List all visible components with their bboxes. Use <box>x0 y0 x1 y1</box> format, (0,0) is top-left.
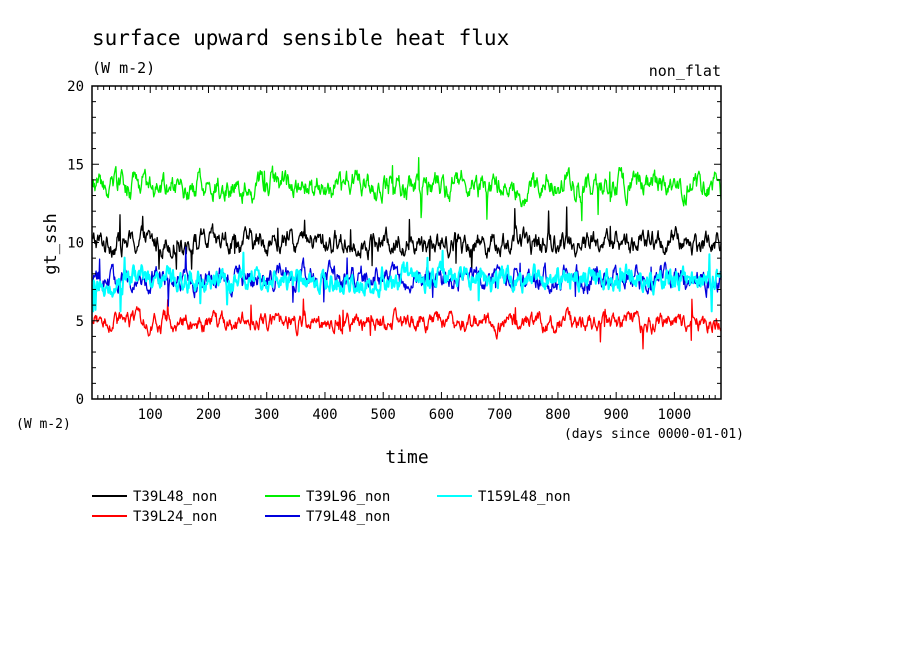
y-tick-label: 0 <box>76 392 84 408</box>
x-tick-label: 400 <box>312 407 337 423</box>
x-axis-label: time <box>385 447 428 468</box>
y-axis-label: gt_ssh <box>41 213 61 274</box>
x-tick-label: 900 <box>604 407 629 423</box>
y-tick-label: 10 <box>67 236 84 252</box>
legend-label: T39L24_non <box>133 509 217 525</box>
series-line-T39L96_non <box>91 157 722 222</box>
legend-label: T39L48_non <box>133 489 217 505</box>
x-axis-units: (days since 0000-01-01) <box>564 427 744 442</box>
legend-label: T159L48_non <box>478 489 571 505</box>
series-line-T39L48_non <box>91 206 722 270</box>
x-tick-label: 200 <box>196 407 221 423</box>
legend: T39L48_non T39L24_non T39L96_non T79L48_non… <box>92 489 571 525</box>
series-line-T39L24_non <box>91 298 722 350</box>
x-axis: 100 200 300 400 500 600 700 800 900 1000 <box>97 86 716 423</box>
y-tick-label: 5 <box>76 314 84 330</box>
y-axis: 0 5 10 15 20 <box>67 79 721 408</box>
x-tick-label: 600 <box>429 407 454 423</box>
chart-annotation: non_flat <box>649 62 721 80</box>
series-line-T79L48_non <box>92 246 722 307</box>
plot-area <box>91 157 722 350</box>
legend-label: T39L96_non <box>306 489 390 505</box>
y-tick-label: 20 <box>67 79 84 95</box>
series-line-T159L48_non <box>91 249 722 313</box>
x-tick-label: 1000 <box>658 407 692 423</box>
y-tick-label: 15 <box>67 157 84 173</box>
x-tick-label: 500 <box>371 407 396 423</box>
y-axis-units: (W m-2) <box>16 417 71 432</box>
chart-title: surface upward sensible heat flux <box>92 26 509 50</box>
x-tick-label: 300 <box>254 407 279 423</box>
x-tick-label: 100 <box>138 407 163 423</box>
x-tick-label: 800 <box>545 407 570 423</box>
x-tick-label: 700 <box>487 407 512 423</box>
chart-subtitle: (W m-2) <box>92 59 155 77</box>
legend-label: T79L48_non <box>306 509 390 525</box>
